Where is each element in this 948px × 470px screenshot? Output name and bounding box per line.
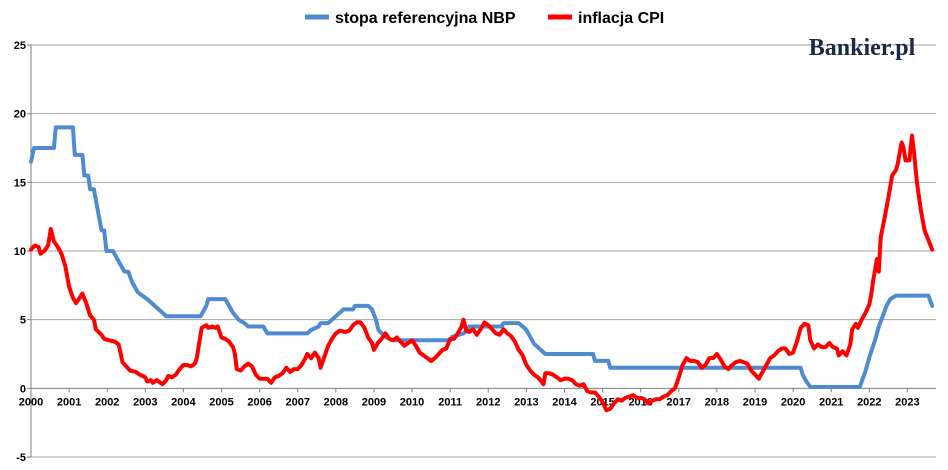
brand-logo: Bankier.pl (809, 35, 916, 61)
y-tick-label-3: 10 (14, 246, 26, 258)
x-tick-label-17: 2017 (667, 396, 691, 408)
x-tick-label-19: 2019 (743, 396, 767, 408)
y-tick-label-2: 5 (20, 315, 26, 327)
y-tick-label-0: -5 (16, 452, 26, 464)
series-line-1 (29, 133, 935, 413)
y-tick-label-5: 20 (14, 109, 26, 121)
legend: stopa referencyjna NBP inflacja CPI (305, 10, 664, 27)
x-tick-label-7: 2007 (285, 396, 309, 408)
x-tick-label-11: 2011 (438, 396, 462, 408)
x-tick-label-0: 2000 (19, 396, 43, 408)
x-tick-label-23: 2023 (895, 396, 919, 408)
legend-label-0: stopa referencyjna NBP (335, 10, 516, 27)
legend-label-1: inflacja CPI (578, 10, 664, 27)
x-tick-label-10: 2010 (400, 396, 424, 408)
y-axis-ticks: -5 0 5 10 15 20 25 (14, 40, 31, 464)
x-tick-label-4: 2004 (171, 396, 196, 408)
x-tick-label-13: 2013 (514, 396, 538, 408)
x-tick-label-1: 2001 (57, 396, 81, 408)
y-tick-label-6: 25 (14, 40, 26, 52)
x-tick-label-21: 2021 (819, 396, 843, 408)
x-tick-label-20: 2020 (781, 396, 805, 408)
x-tick-label-14: 2014 (552, 396, 577, 408)
x-tick-label-9: 2009 (362, 396, 386, 408)
x-tick-label-22: 2022 (857, 396, 881, 408)
gridlines (31, 44, 936, 458)
x-tick-label-8: 2008 (324, 396, 348, 408)
x-tick-label-5: 2005 (209, 396, 233, 408)
x-tick-label-6: 2006 (247, 396, 271, 408)
y-tick-label-4: 15 (14, 177, 26, 189)
x-axis-ticks: 2000 2001 2002 2003 2004 2005 2006 2007 2008 2009… (19, 388, 920, 408)
x-tick-label-3: 2003 (133, 396, 157, 408)
y-tick-label-1: 0 (20, 383, 26, 395)
x-tick-label-12: 2012 (476, 396, 500, 408)
series-lines (29, 125, 935, 413)
series-line-0 (29, 125, 935, 389)
x-tick-label-18: 2018 (705, 396, 729, 408)
x-tick-label-2: 2002 (95, 396, 119, 408)
